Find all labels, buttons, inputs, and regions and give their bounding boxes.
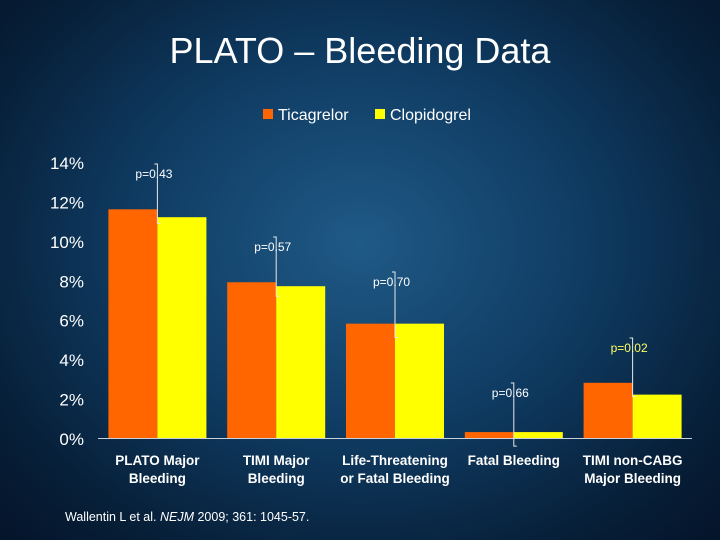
slide-title: PLATO – Bleeding Data xyxy=(169,30,551,71)
y-tick-label: 12% xyxy=(50,193,84,212)
p-value-bracket xyxy=(510,382,517,447)
legend-label-ticagrelor: Ticagrelor xyxy=(278,107,349,124)
x-category-label: Life-Threatening xyxy=(342,453,448,468)
p-value-bracket xyxy=(392,271,398,339)
x-category-label: or Fatal Bleeding xyxy=(340,471,450,486)
p-value-label: p=0.66 xyxy=(492,386,529,400)
x-category-label: TIMI Major xyxy=(243,453,310,468)
bar-ticagrelor xyxy=(583,382,633,438)
y-tick-label: 10% xyxy=(50,233,84,252)
x-category-label: TIMI non-CABG xyxy=(583,453,683,468)
y-tick-label: 4% xyxy=(59,351,84,370)
bar-clopidogrel xyxy=(632,394,682,438)
legend-swatch-clopidogrel xyxy=(375,109,385,119)
citation-details: 2009; 361: 1045-57. xyxy=(193,510,310,524)
x-category-label: Major Bleeding xyxy=(584,471,681,486)
p-value-label: p=0.02 xyxy=(611,341,648,355)
legend-swatch-ticagrelor xyxy=(263,109,273,119)
citation-authors: Wallentin L et al. xyxy=(65,510,160,524)
bar-clopidogrel xyxy=(513,432,563,438)
bar-clopidogrel xyxy=(276,286,326,438)
y-tick-label: 2% xyxy=(59,391,84,410)
p-value-label: p=0.43 xyxy=(135,167,172,181)
y-tick-label: 8% xyxy=(59,272,84,291)
bar-ticagrelor xyxy=(108,209,158,438)
y-tick-label: 14% xyxy=(50,154,84,173)
p-value-label: p=0.57 xyxy=(254,240,291,254)
p-value-bracket xyxy=(629,337,636,398)
x-category-label: Fatal Bleeding xyxy=(468,453,560,468)
p-value-label: p=0.70 xyxy=(373,275,410,289)
bar-ticagrelor xyxy=(346,323,395,438)
bar-ticagrelor xyxy=(464,432,514,438)
x-category-label: Bleeding xyxy=(129,471,186,486)
bar-clopidogrel xyxy=(395,323,444,438)
citation: Wallentin L et al. NEJM 2009; 361: 1045-… xyxy=(65,510,309,524)
p-value-bracket xyxy=(154,163,161,224)
legend-label-clopidogrel: Clopidogrel xyxy=(390,107,471,124)
y-tick-label: 6% xyxy=(59,312,84,331)
bar-clopidogrel xyxy=(157,217,207,438)
x-category-label: PLATO Major xyxy=(115,453,200,468)
citation-journal: NEJM xyxy=(159,510,194,524)
x-category-label: Bleeding xyxy=(248,471,305,486)
y-tick-label: 0% xyxy=(59,430,84,449)
p-value-bracket xyxy=(273,236,280,297)
bar-ticagrelor xyxy=(227,282,277,438)
